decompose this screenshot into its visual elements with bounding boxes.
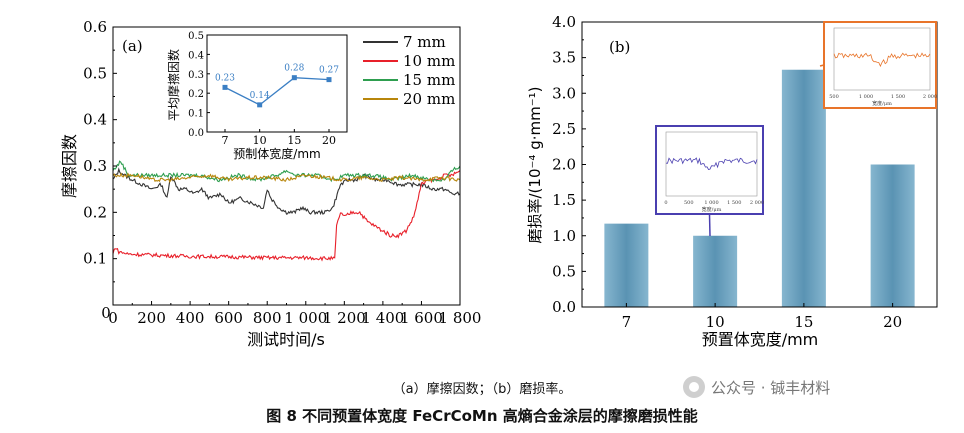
inset-y-tick-label: 0.0 xyxy=(188,128,204,139)
series-line-20-mm xyxy=(112,172,461,183)
inset-x-axis-label: 预制体宽度/mm xyxy=(233,146,320,161)
y-tick-label: 0.1 xyxy=(83,250,107,268)
profile-curve xyxy=(833,52,931,68)
inset-value-label: 0.23 xyxy=(215,73,235,83)
inset-x-tick-label: 7 xyxy=(222,134,229,147)
x-tick-label: 1 200 xyxy=(323,309,366,327)
series-line-15-mm xyxy=(112,160,461,183)
legend-label: 10 mm xyxy=(403,52,455,70)
inset-y-axis-label: 平均摩擦因数 xyxy=(166,49,181,121)
bar-20 xyxy=(870,164,915,307)
inset-y-tick-label: 0.4 xyxy=(188,50,204,61)
y-tick-label-b: 4.0 xyxy=(552,13,576,31)
legend-label: 20 mm xyxy=(403,90,455,108)
x-tick-label: 1 800 xyxy=(439,309,482,327)
watermark-text: 公众号 · 铖丰材料 xyxy=(711,378,831,397)
x-tick-label-b: 15 xyxy=(794,313,813,331)
legend-label: 7 mm xyxy=(403,33,446,51)
x-axis-label: 测试时间/s xyxy=(247,330,325,349)
inset-point xyxy=(326,77,332,83)
inset-x-tick-label: 10 xyxy=(253,134,267,147)
y-tick-label: 0.6 xyxy=(83,18,107,36)
profile-inset-axes xyxy=(833,27,931,91)
y-tick-label: 0.2 xyxy=(83,203,107,221)
x-tick-label: 1 400 xyxy=(361,309,404,327)
profile-x-axis-label: 宽度/μm xyxy=(872,100,892,107)
x-tick-label: 1 000 xyxy=(284,309,327,327)
main-caption: 图 8 不同预置体宽度 FeCrCoMn 高熵合金涂层的摩擦磨损性能 xyxy=(266,407,698,425)
inset-value-label: 0.14 xyxy=(250,91,270,101)
profile-x-tick-label: 500 xyxy=(829,94,839,100)
x-axis-label-b: 预置体宽度/mm xyxy=(702,330,819,349)
profile-x-tick-label: 2 000 xyxy=(750,200,764,206)
y-tick-label: 0.3 xyxy=(83,157,107,175)
profile-inset-10 xyxy=(655,125,764,215)
y-tick-label-b: 1.0 xyxy=(552,227,576,245)
y-axis-label-b: 磨损率/(10⁻⁴ g·mm⁻¹) xyxy=(526,87,544,244)
bar-7 xyxy=(604,223,649,307)
inset-y-tick-label: 0.5 xyxy=(188,31,204,42)
y-tick-label-b: 2.0 xyxy=(552,156,576,174)
inset-y-tick-label: 0.2 xyxy=(188,89,204,100)
profile-pointer-10 xyxy=(708,213,711,237)
y-tick-label: 0.4 xyxy=(83,111,107,129)
x-tick-label-b: 20 xyxy=(883,313,902,331)
panel-label-a: (a) xyxy=(122,37,143,55)
profile-x-tick-label: 500 xyxy=(684,200,694,206)
y-tick-label-b: 2.5 xyxy=(552,120,576,138)
legend-label: 15 mm xyxy=(403,71,455,89)
x-tick-label: 600 xyxy=(214,309,243,327)
series-line-7-mm xyxy=(112,167,461,216)
inset-point xyxy=(291,75,297,81)
profile-x-tick-label: 1 000 xyxy=(859,94,873,100)
x-tick-label-b: 10 xyxy=(706,313,725,331)
profile-x-tick-label: 1 500 xyxy=(727,200,741,206)
panel-b-wear-rate-chart: 0.0 0.5 1.0 1.5 2.0 2.5 3.0 3.5 4.0 7 10 15 20 预置体宽度/… xyxy=(526,13,938,349)
inset-x-tick-label: 15 xyxy=(287,134,301,147)
bar-10 xyxy=(693,235,738,307)
x-origin-label: 0 xyxy=(101,304,111,322)
profile-x-tick-label: 0 xyxy=(664,200,667,206)
x-tick-label-b: 7 xyxy=(622,313,632,331)
profile-inset-axes xyxy=(665,131,758,197)
profile-curve xyxy=(665,157,758,170)
y-tick-label-b: 0.0 xyxy=(552,298,576,316)
x-tick-label: 400 xyxy=(176,309,205,327)
inset-y-tick-label: 0.1 xyxy=(188,109,204,120)
x-tick-label: 0 xyxy=(108,309,118,327)
inset-frame xyxy=(206,34,348,133)
y-tick-label-b: 0.5 xyxy=(552,262,576,280)
series-line-10-mm xyxy=(112,170,461,262)
profile-x-tick-label: 2 000 xyxy=(923,94,937,100)
inset-line xyxy=(224,77,330,106)
profile-x-axis-label: 宽度/μm xyxy=(702,206,722,213)
y-tick-label-b: 3.0 xyxy=(552,84,576,102)
watermark: 公众号 · 铖丰材料 xyxy=(683,376,830,398)
wechat-logo-icon xyxy=(683,376,705,398)
profile-x-tick-label: 1 500 xyxy=(891,94,905,100)
inset-value-label: 0.27 xyxy=(319,66,339,76)
y-tick-label-b: 1.5 xyxy=(552,191,576,209)
inset-point xyxy=(222,84,228,90)
panel-label-b: (b) xyxy=(609,38,630,56)
y-axis-label: 摩擦因数 xyxy=(60,134,79,198)
x-tick-label: 800 xyxy=(253,309,282,327)
bar-15 xyxy=(781,69,826,307)
profile-pointer-15 xyxy=(819,64,825,67)
inset-y-tick-label: 0.3 xyxy=(188,70,204,81)
y-tick-label-b: 3.5 xyxy=(552,49,576,67)
inset-value-label: 0.28 xyxy=(284,64,304,74)
profile-x-tick-label: 1 000 xyxy=(704,200,718,206)
x-tick-label: 200 xyxy=(137,309,166,327)
x-tick-label: 1 600 xyxy=(400,309,443,327)
inset-point xyxy=(257,102,263,108)
y-tick-label: 0.5 xyxy=(83,64,107,82)
sub-caption: （a）摩擦因数；（b）磨损率。 xyxy=(392,382,572,397)
inset-x-tick-label: 20 xyxy=(322,134,336,147)
